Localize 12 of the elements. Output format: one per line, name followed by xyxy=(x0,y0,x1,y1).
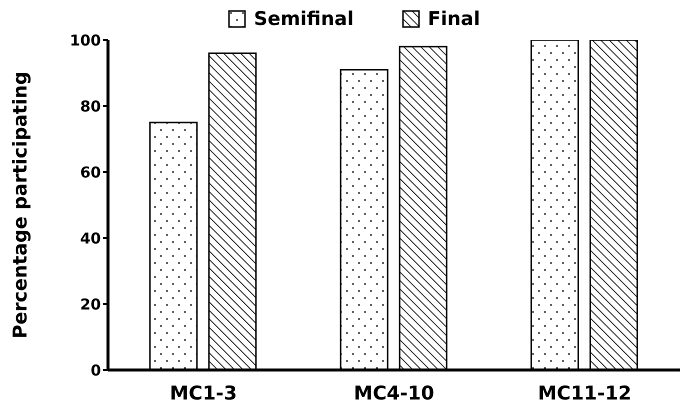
y-tick-label: 100 xyxy=(70,31,101,50)
legend-label: Semifinal xyxy=(254,8,354,30)
y-tick-label: 40 xyxy=(80,229,101,248)
legend-label: Final xyxy=(428,8,480,30)
y-tick-label: 60 xyxy=(80,163,101,182)
y-tick-label: 0 xyxy=(90,361,101,380)
x-tick-label: MC4-10 xyxy=(354,382,434,404)
x-tick-label: MC1-3 xyxy=(170,382,237,404)
x-tick-label: MC11-12 xyxy=(538,382,632,404)
y-tick-label: 20 xyxy=(80,295,101,314)
y-tick-label: 80 xyxy=(80,97,101,116)
y-axis-title: Percentage participating xyxy=(10,71,32,339)
